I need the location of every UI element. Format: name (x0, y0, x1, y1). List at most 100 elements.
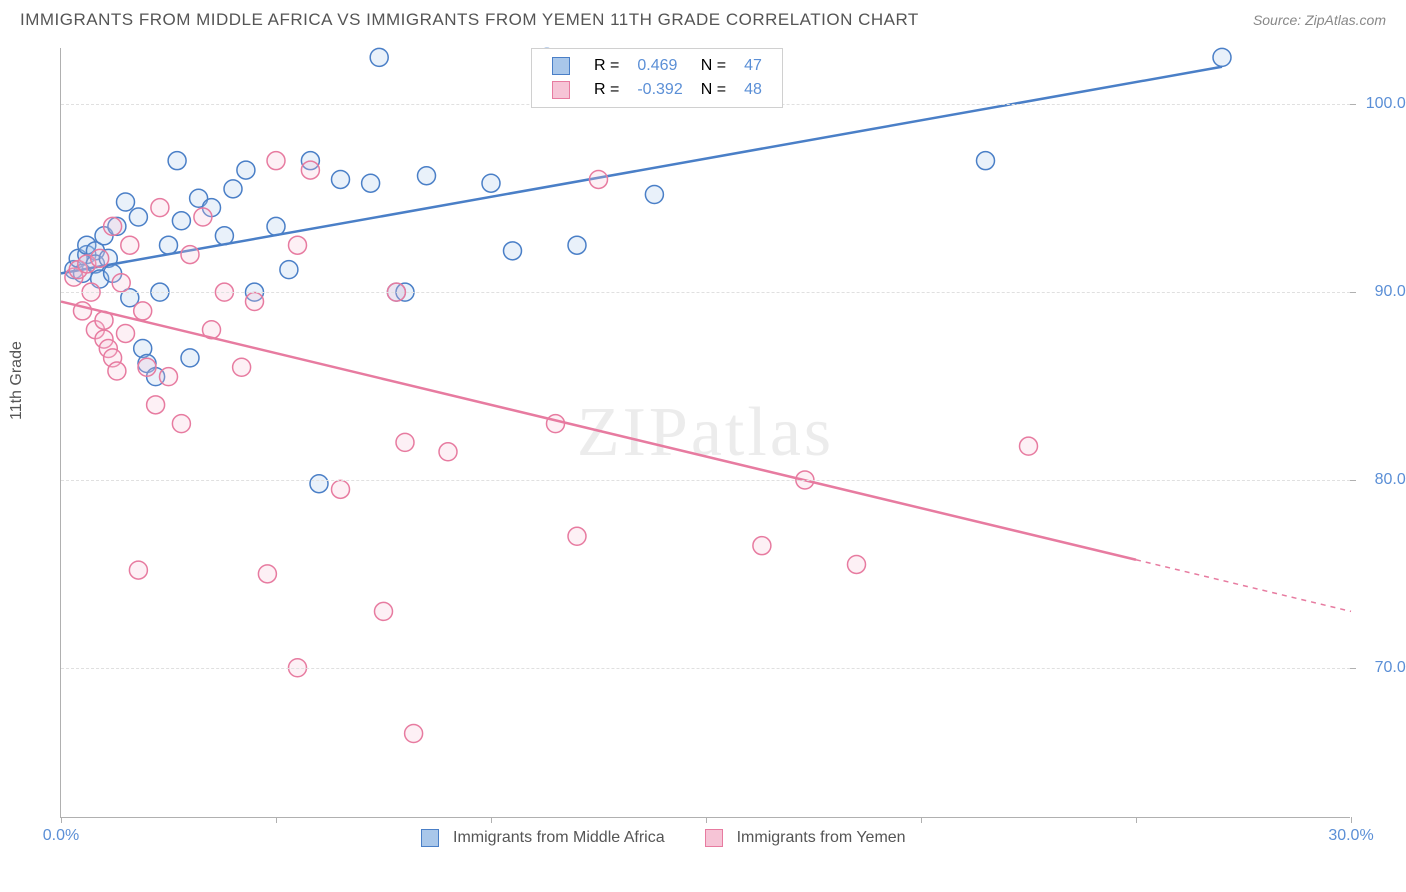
xtick (61, 817, 62, 823)
data-point (121, 236, 139, 254)
data-point (1020, 437, 1038, 455)
data-point (568, 527, 586, 545)
data-point (138, 358, 156, 376)
data-point (645, 185, 663, 203)
chart-header: IMMIGRANTS FROM MIDDLE AFRICA VS IMMIGRA… (0, 0, 1406, 35)
legend-table: R = 0.469 N = 47 R = -0.392 N = 48 (542, 53, 772, 103)
data-point (848, 555, 866, 573)
n-value-1: 48 (736, 79, 770, 101)
data-point (151, 199, 169, 217)
legend-bottom: Immigrants from Middle Africa Immigrants… (421, 829, 906, 847)
data-point (117, 193, 135, 211)
ytick-label: 90.0% (1375, 283, 1406, 301)
r-value-1: -0.392 (629, 79, 690, 101)
data-point (590, 170, 608, 188)
data-point (168, 152, 186, 170)
data-point (258, 565, 276, 583)
data-point (396, 433, 414, 451)
data-point (224, 180, 242, 198)
xtick (1351, 817, 1352, 823)
data-point (405, 724, 423, 742)
data-point (482, 174, 500, 192)
n-value-0: 47 (736, 55, 770, 77)
data-point (332, 480, 350, 498)
r-label: R = (586, 55, 627, 77)
legend-row-series-0: R = 0.469 N = 47 (544, 55, 770, 77)
data-point (310, 475, 328, 493)
legend-item-0: Immigrants from Middle Africa (421, 829, 665, 847)
r-label: R = (586, 79, 627, 101)
legend-item-1: Immigrants from Yemen (705, 829, 906, 847)
legend-row-series-1: R = -0.392 N = 48 (544, 79, 770, 101)
gridline-h (61, 292, 1350, 293)
swatch-series-1 (552, 81, 570, 99)
xtick (276, 817, 277, 823)
data-point (112, 274, 130, 292)
ytick-label: 70.0% (1375, 659, 1406, 677)
data-point (172, 415, 190, 433)
legend-correlation-box: R = 0.469 N = 47 R = -0.392 N = 48 (531, 48, 783, 108)
data-point (568, 236, 586, 254)
swatch-bottom-0 (421, 829, 439, 847)
xtick (921, 817, 922, 823)
ytick (1350, 480, 1356, 481)
data-point (301, 161, 319, 179)
data-point (129, 561, 147, 579)
data-point (267, 152, 285, 170)
data-point (134, 302, 152, 320)
swatch-bottom-1 (705, 829, 723, 847)
data-point (267, 217, 285, 235)
data-point (181, 349, 199, 367)
n-label: N = (693, 79, 734, 101)
gridline-h (61, 480, 1350, 481)
data-point (91, 249, 109, 267)
data-point (418, 167, 436, 185)
source-label: Source: ZipAtlas.com (1253, 12, 1386, 28)
ytick (1350, 668, 1356, 669)
data-point (439, 443, 457, 461)
plot-area: ZIPatlas R = 0.469 N = 47 R = -0.392 N =… (60, 48, 1350, 818)
y-axis-label: 11th Grade (8, 341, 26, 420)
data-point (362, 174, 380, 192)
data-point (289, 236, 307, 254)
ytick-label: 100.0% (1366, 95, 1406, 113)
xtick (1136, 817, 1137, 823)
data-point (147, 396, 165, 414)
data-point (233, 358, 251, 376)
data-point (108, 362, 126, 380)
r-value-0: 0.469 (629, 55, 690, 77)
data-point (753, 537, 771, 555)
swatch-series-0 (552, 57, 570, 75)
gridline-h (61, 668, 1350, 669)
data-point (370, 48, 388, 66)
ytick (1350, 104, 1356, 105)
data-point (181, 246, 199, 264)
data-point (129, 208, 147, 226)
data-point (104, 217, 122, 235)
data-point (117, 324, 135, 342)
ytick-label: 80.0% (1375, 471, 1406, 489)
legend-label-1: Immigrants from Yemen (737, 829, 906, 847)
data-point (280, 261, 298, 279)
data-point (160, 236, 178, 254)
scatter-svg (61, 48, 1350, 817)
data-point (237, 161, 255, 179)
data-point (547, 415, 565, 433)
regression-line (61, 302, 1136, 560)
xtick-label: 30.0% (1328, 827, 1373, 845)
chart-title: IMMIGRANTS FROM MIDDLE AFRICA VS IMMIGRA… (20, 10, 919, 30)
xtick (491, 817, 492, 823)
data-point (504, 242, 522, 260)
ytick (1350, 292, 1356, 293)
data-point (160, 368, 178, 386)
xtick (706, 817, 707, 823)
legend-label-0: Immigrants from Middle Africa (453, 829, 665, 847)
data-point (172, 212, 190, 230)
xtick-label: 0.0% (43, 827, 79, 845)
regression-line-dashed (1136, 560, 1351, 612)
data-point (332, 170, 350, 188)
data-point (977, 152, 995, 170)
data-point (1213, 48, 1231, 66)
data-point (246, 293, 264, 311)
data-point (194, 208, 212, 226)
